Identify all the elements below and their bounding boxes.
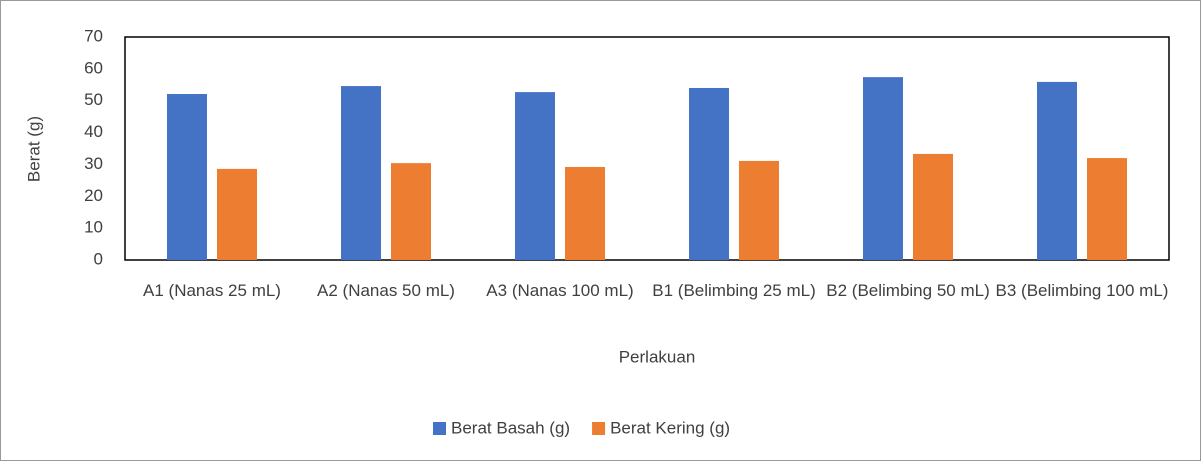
y-tick-label: 0 [94,249,103,268]
x-tick-label: A1 (Nanas 25 mL) [143,281,281,300]
y-tick-label: 20 [84,186,103,205]
bar [515,92,555,260]
y-tick-label: 60 [84,58,103,77]
y-axis-title: Berat (g) [24,116,43,182]
bar [565,166,605,260]
bar [167,94,207,260]
bar [1037,81,1077,260]
bar [689,87,729,260]
bar [913,153,953,260]
y-tick-label: 70 [84,26,103,45]
bar [739,160,779,260]
legend-swatch [433,422,446,435]
bar [341,86,381,260]
legend-swatch [592,422,606,435]
y-tick-label: 30 [84,154,103,173]
plot-frame [124,36,1170,261]
bar [1087,158,1127,260]
bar [391,163,431,260]
legend-label: Berat Basah (g) [451,418,570,437]
x-tick-label: B3 (Belimbing 100 mL) [995,281,1169,300]
bar [217,168,257,260]
legend-label: Berat Kering (g) [610,418,730,437]
x-tick-label: A3 (Nanas 100 mL) [486,281,634,300]
y-tick-label: 40 [84,122,103,141]
y-tick-label: 50 [84,90,103,109]
bar [863,77,903,260]
x-axis-title: Perlakuan [619,347,696,366]
x-tick-label: A2 (Nanas 50 mL) [317,281,455,300]
x-tick-label: B2 (Belimbing 50 mL) [826,281,990,300]
y-tick-label: 10 [84,218,103,237]
x-tick-label: B1 (Belimbing 25 mL) [652,281,816,300]
